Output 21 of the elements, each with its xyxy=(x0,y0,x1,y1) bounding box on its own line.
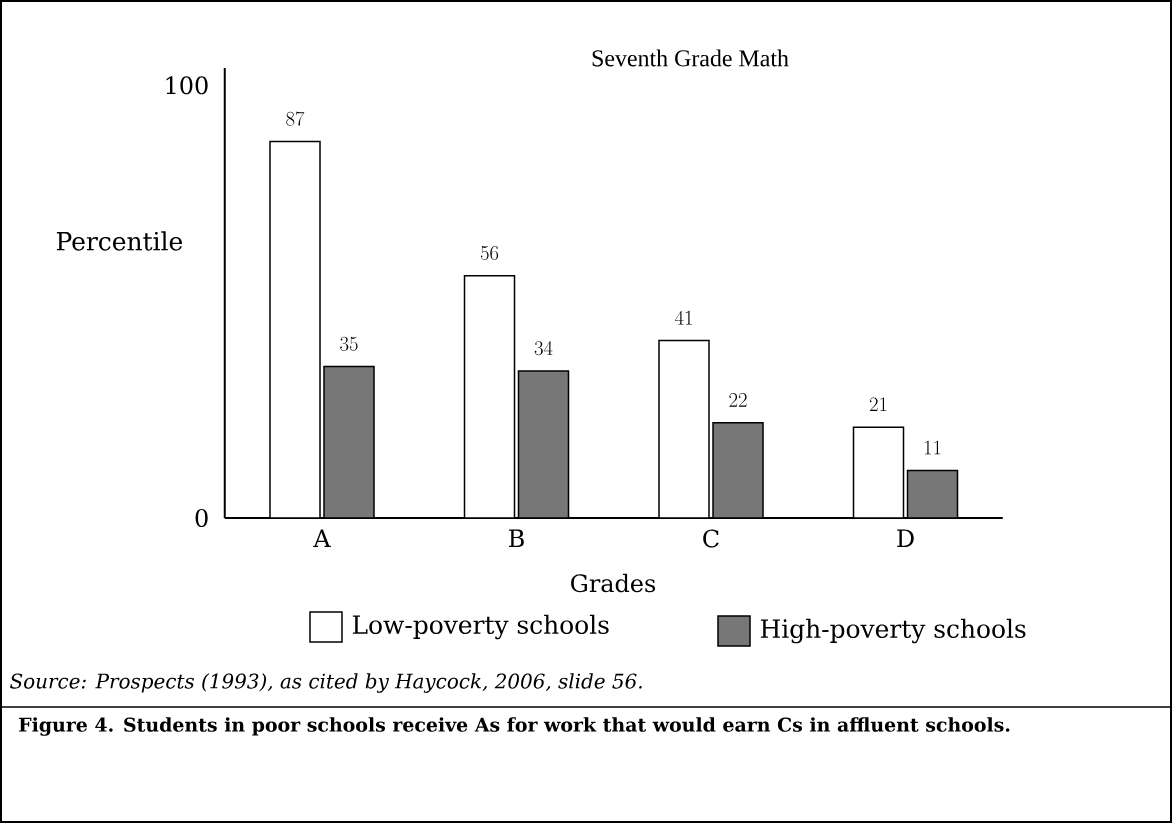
caption: Figure 4. Students in poor schools receive As for work that would earn Cs in affluent schools. xyxy=(19,717,1010,736)
x-tick-label: C xyxy=(703,529,719,548)
data-label: 56 xyxy=(480,245,499,260)
source-note: Source: Prospects (1993), as cited by Haycock, 2006, slide 56. xyxy=(10,673,642,693)
data-label: 41 xyxy=(674,310,692,325)
chart-title: Seventh Grade Math xyxy=(592,49,789,67)
data-label: 34 xyxy=(534,341,553,356)
legend-label: High-poverty schools xyxy=(760,618,1026,644)
x-tick-label: A xyxy=(313,529,331,547)
data-label: 11 xyxy=(924,440,941,455)
data-label: 35 xyxy=(340,336,358,351)
legend-label: Low-poverty schools xyxy=(352,614,609,640)
y-tick-label: 100 xyxy=(166,76,208,95)
data-label: 21 xyxy=(869,397,887,412)
x-tick-label: D xyxy=(897,529,914,547)
x-tick-label: B xyxy=(509,529,524,547)
data-label: 87 xyxy=(286,111,305,126)
y-tick-label: 0 xyxy=(195,508,208,528)
x-axis-title: Grades xyxy=(571,573,656,593)
y-axis-title: Percentile xyxy=(56,231,183,251)
data-label: 22 xyxy=(729,393,747,407)
